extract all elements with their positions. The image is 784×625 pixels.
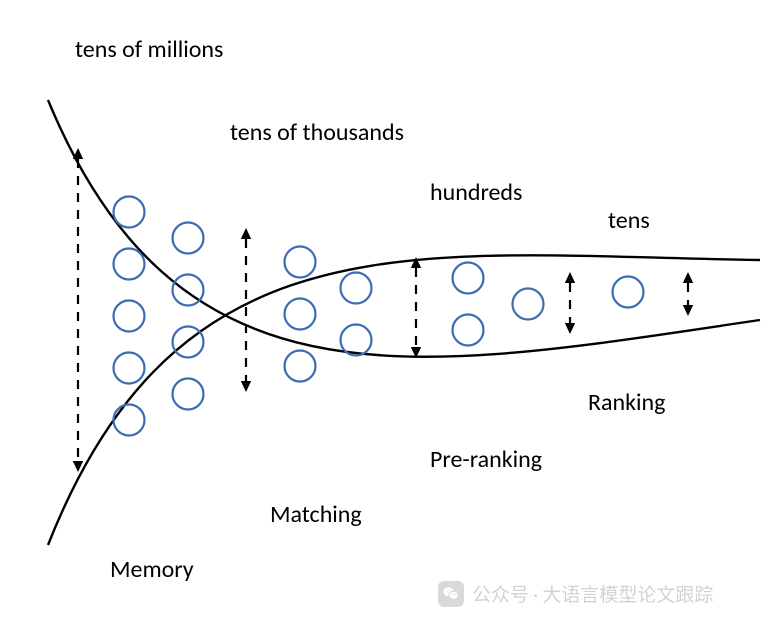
item-circle bbox=[341, 325, 372, 356]
funnel-curves bbox=[48, 100, 760, 545]
item-circle bbox=[114, 405, 145, 436]
item-circle bbox=[285, 247, 316, 278]
scale-label-thousands: tens of thousands bbox=[230, 118, 404, 147]
item-circle bbox=[114, 353, 145, 384]
item-circle bbox=[285, 299, 316, 330]
watermark-text: 公众号 · 大语言模型论文跟踪 bbox=[472, 580, 713, 607]
wechat-icon bbox=[438, 581, 464, 607]
double-arrow bbox=[73, 148, 83, 472]
stage-label-preranking: Pre-ranking bbox=[430, 445, 542, 474]
watermark: 公众号 · 大语言模型论文跟踪 bbox=[438, 580, 713, 607]
scale-label-millions: tens of millions bbox=[75, 35, 223, 64]
item-circle bbox=[173, 223, 204, 254]
scale-label-hundreds: hundreds bbox=[430, 178, 522, 207]
scale-label-tens: tens bbox=[608, 206, 650, 235]
double-arrow bbox=[411, 257, 421, 358]
item-circle bbox=[114, 249, 145, 280]
item-circles bbox=[114, 197, 644, 436]
funnel-diagram bbox=[0, 0, 784, 625]
item-circle bbox=[173, 275, 204, 306]
stage-label-matching: Matching bbox=[270, 500, 362, 529]
item-circle bbox=[173, 379, 204, 410]
item-circle bbox=[114, 301, 145, 332]
stage-label-ranking: Ranking bbox=[588, 388, 665, 417]
item-circle bbox=[285, 351, 316, 382]
double-arrow bbox=[683, 272, 693, 316]
double-arrow bbox=[565, 272, 575, 334]
double-arrow bbox=[241, 228, 251, 392]
stage-label-memory: Memory bbox=[110, 555, 194, 584]
item-circle bbox=[453, 263, 484, 294]
item-circle bbox=[453, 315, 484, 346]
item-circle bbox=[341, 273, 372, 304]
item-circle bbox=[613, 277, 644, 308]
item-circle bbox=[513, 289, 544, 320]
stage-arrows bbox=[73, 148, 693, 472]
item-circle bbox=[114, 197, 145, 228]
